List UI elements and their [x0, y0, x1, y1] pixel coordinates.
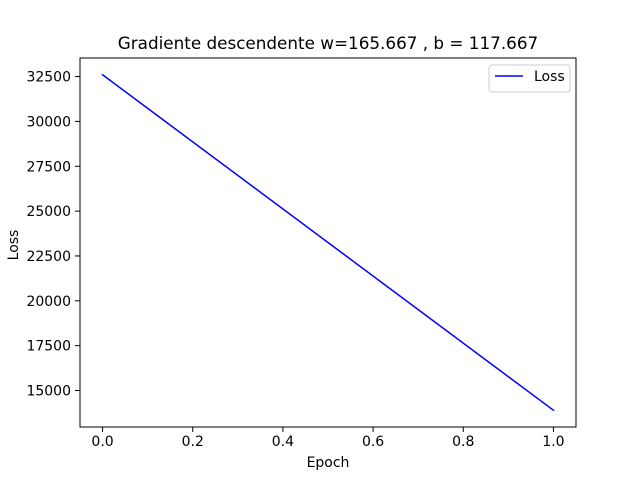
legend: Loss — [488, 64, 571, 93]
x-tick-label: 0.8 — [452, 434, 474, 450]
legend-label-loss: Loss — [534, 69, 565, 85]
y-tick-label: 30000 — [26, 114, 71, 130]
series-layer — [101, 73, 555, 412]
x-tick-label: 0.6 — [362, 434, 384, 450]
x-axis-label: Epoch — [307, 455, 350, 471]
plot-frame — [79, 57, 577, 428]
y-tick-label: 27500 — [26, 159, 71, 175]
y-tick-label: 15000 — [26, 383, 71, 399]
x-tick-label: 0.0 — [91, 434, 113, 450]
chart-title: Gradiente descendente w=165.667 , b = 11… — [118, 33, 538, 53]
y-tick-label: 32500 — [26, 70, 71, 86]
series-line-loss — [101, 73, 555, 412]
y-tick-label: 22500 — [26, 249, 71, 265]
x-axis-ticks: 0.0 0.2 0.4 0.6 0.8 1.0 — [91, 427, 565, 450]
x-tick-label: 0.2 — [182, 434, 204, 450]
y-tick-label: 17500 — [26, 339, 71, 355]
y-tick-label: 25000 — [26, 204, 71, 220]
y-tick-label: 20000 — [26, 294, 71, 310]
y-axis-label: Loss — [6, 230, 22, 261]
legend-box — [488, 64, 571, 93]
y-axis-ticks: 15000 17500 20000 22500 25000 27500 30000 32500 — [26, 70, 80, 399]
x-tick-label: 1.0 — [542, 434, 564, 450]
x-tick-label: 0.4 — [272, 434, 294, 450]
